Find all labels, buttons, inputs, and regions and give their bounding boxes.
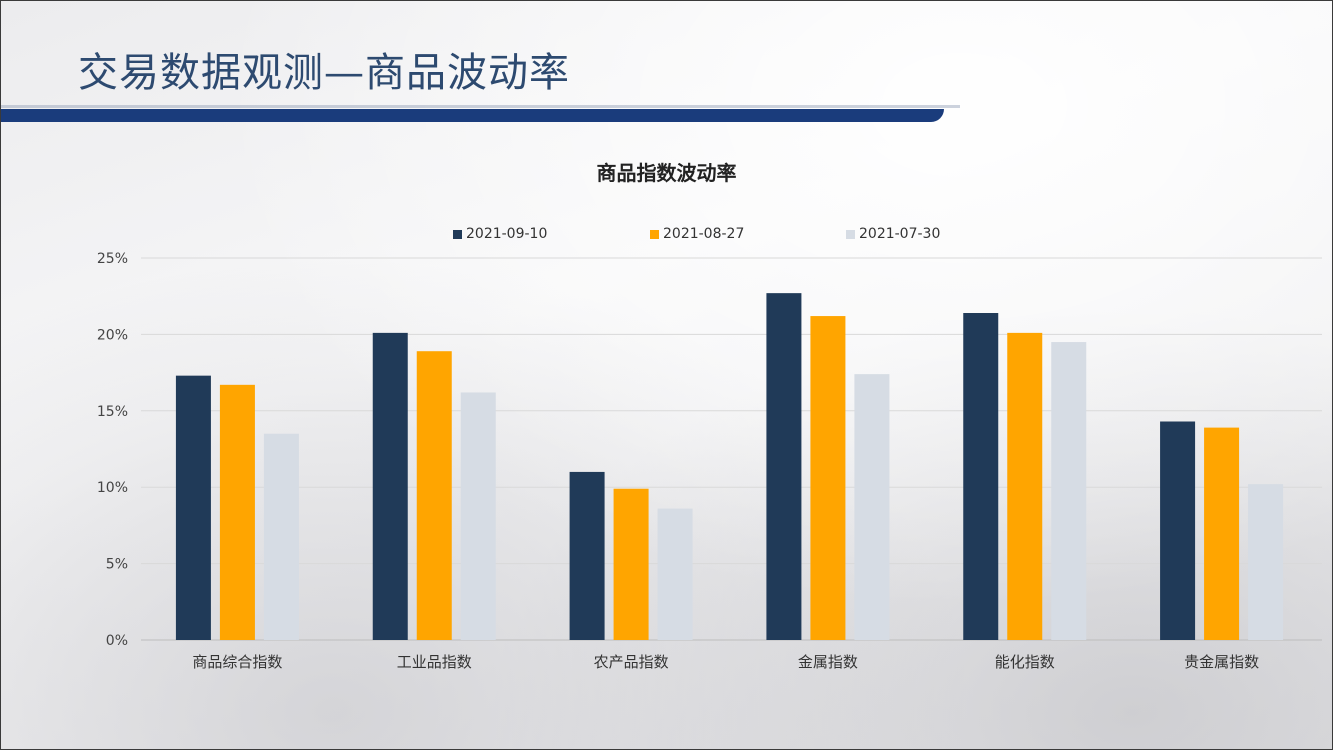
title-underline-thin — [0, 105, 960, 108]
y-tick-label: 25% — [97, 251, 128, 267]
bar-series-2 — [416, 351, 452, 640]
x-category-label: 贵金属指数 — [1184, 653, 1259, 671]
y-tick-label: 10% — [97, 480, 128, 496]
legend-label-series-2: 2021-08-27 — [663, 226, 745, 242]
bar-series-2 — [613, 488, 649, 640]
legend-label-series-3: 2021-07-30 — [859, 226, 941, 242]
chart-title: 商品指数波动率 — [596, 161, 737, 185]
legend-label-series-1: 2021-09-10 — [466, 226, 548, 242]
bar-series-1 — [963, 313, 999, 640]
x-category-label: 能化指数 — [995, 653, 1055, 671]
bar-series-3 — [657, 508, 693, 640]
legend-swatch-series-3 — [846, 229, 855, 239]
bar-series-1 — [766, 293, 802, 640]
bar-series-1 — [175, 375, 211, 640]
bar-series-1 — [372, 332, 408, 640]
y-tick-label: 15% — [97, 404, 128, 420]
x-category-label: 商品综合指数 — [192, 653, 282, 671]
title-underline-bar — [0, 109, 944, 122]
bar-series-2 — [1204, 427, 1240, 640]
bar-series-2 — [219, 384, 255, 640]
x-category-label: 金属指数 — [798, 653, 858, 671]
x-category-label: 农产品指数 — [594, 653, 669, 671]
bar-series-1 — [569, 471, 605, 640]
legend-item-series-1: 2021-09-10 — [453, 226, 547, 242]
chart-legend: 2021-09-10 2021-08-27 2021-07-30 — [0, 226, 1333, 244]
y-tick-label: 5% — [106, 557, 128, 573]
bar-series-1 — [1160, 421, 1196, 640]
legend-swatch-series-2 — [650, 229, 659, 239]
bar-series-3 — [1248, 484, 1284, 640]
y-tick-label: 20% — [97, 327, 128, 343]
legend-item-series-3: 2021-07-30 — [846, 226, 940, 242]
bar-series-3 — [1051, 342, 1087, 640]
legend-swatch-series-1 — [453, 229, 462, 239]
bar-series-2 — [810, 316, 846, 640]
page-title: 交易数据观测—商品波动率 — [78, 50, 570, 96]
bar-series-3 — [460, 392, 496, 640]
bar-series-3 — [263, 433, 299, 640]
bar-series-2 — [1007, 332, 1043, 640]
x-category-label: 工业品指数 — [397, 653, 472, 671]
bar-series-3 — [854, 374, 890, 640]
legend-item-series-2: 2021-08-27 — [650, 226, 744, 242]
y-tick-label: 0% — [106, 633, 128, 649]
